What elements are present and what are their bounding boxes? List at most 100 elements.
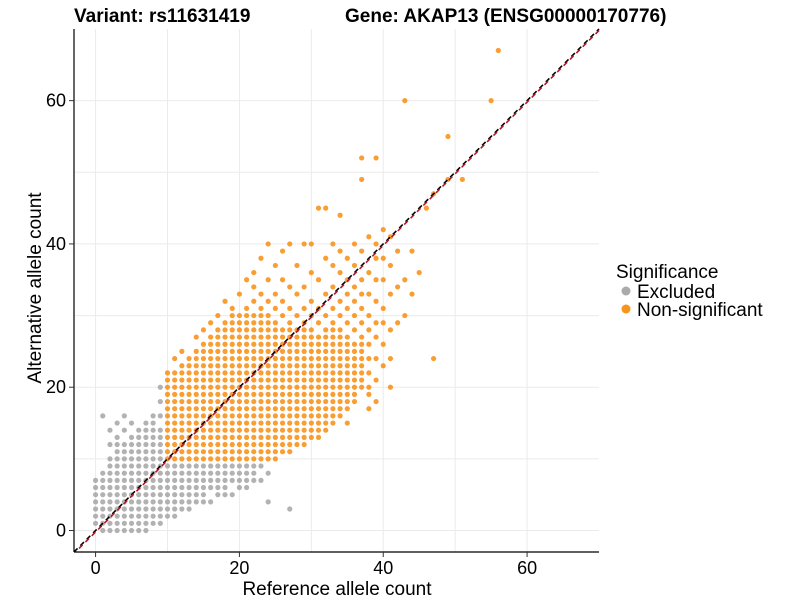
point-non-significant: [287, 434, 293, 440]
point-excluded: [179, 470, 185, 476]
point-non-significant: [344, 377, 350, 383]
point-excluded: [150, 513, 156, 519]
point-non-significant: [172, 384, 178, 390]
point-non-significant: [294, 348, 300, 354]
point-non-significant: [179, 363, 185, 369]
point-non-significant: [200, 434, 207, 440]
point-non-significant: [359, 334, 365, 340]
point-excluded: [208, 477, 214, 483]
point-non-significant: [251, 327, 257, 333]
point-excluded: [200, 470, 207, 476]
point-excluded: [92, 499, 99, 505]
point-excluded: [150, 477, 156, 483]
point-excluded: [136, 499, 142, 505]
point-non-significant: [193, 441, 199, 448]
point-excluded: [179, 492, 185, 498]
point-non-significant: [330, 363, 336, 369]
point-non-significant: [236, 420, 243, 426]
point-non-significant: [251, 348, 257, 354]
point-non-significant: [323, 348, 329, 354]
point-non-significant: [337, 327, 343, 333]
point-excluded: [128, 449, 135, 455]
point-non-significant: [287, 320, 293, 326]
point-non-significant: [301, 334, 307, 340]
point-non-significant: [330, 391, 336, 397]
point-non-significant: [236, 449, 243, 455]
point-non-significant: [308, 420, 314, 426]
point-non-significant: [387, 384, 394, 390]
point-non-significant: [359, 248, 365, 254]
point-non-significant: [287, 449, 293, 455]
point-non-significant: [215, 348, 221, 354]
point-excluded: [114, 492, 120, 498]
point-excluded: [136, 527, 142, 534]
point-non-significant: [200, 377, 207, 383]
point-non-significant: [229, 384, 235, 390]
point-excluded: [136, 470, 142, 476]
point-non-significant: [265, 298, 271, 304]
point-non-significant: [359, 176, 365, 183]
point-non-significant: [236, 441, 243, 448]
point-excluded: [200, 492, 207, 498]
point-excluded: [222, 463, 228, 469]
point-non-significant: [315, 377, 322, 383]
point-non-significant: [366, 406, 372, 412]
point-non-significant: [344, 320, 350, 326]
point-non-significant: [272, 384, 278, 390]
point-non-significant: [294, 441, 300, 448]
point-non-significant: [200, 363, 207, 369]
point-non-significant: [359, 341, 365, 347]
point-non-significant: [251, 427, 257, 433]
point-non-significant: [279, 427, 286, 433]
point-non-significant: [323, 384, 329, 390]
point-excluded: [179, 499, 185, 505]
point-non-significant: [251, 406, 257, 412]
point-non-significant: [315, 420, 322, 426]
point-non-significant: [279, 398, 286, 405]
point-non-significant: [186, 449, 192, 455]
point-excluded: [244, 484, 250, 491]
point-non-significant: [251, 384, 257, 390]
point-excluded: [172, 470, 178, 476]
point-non-significant: [380, 227, 386, 233]
point-excluded: [100, 499, 106, 505]
point-non-significant: [251, 441, 257, 448]
point-non-significant: [258, 255, 264, 261]
point-non-significant: [244, 384, 250, 390]
point-non-significant: [229, 370, 235, 376]
point-non-significant: [287, 355, 293, 362]
point-non-significant: [258, 312, 264, 319]
point-non-significant: [236, 320, 243, 326]
point-excluded: [143, 456, 149, 462]
point-non-significant: [272, 398, 278, 405]
point-non-significant: [344, 355, 350, 362]
point-non-significant: [287, 363, 293, 369]
point-non-significant: [244, 348, 250, 354]
point-excluded: [136, 492, 142, 498]
point-non-significant: [366, 341, 372, 347]
point-excluded: [121, 492, 127, 498]
point-non-significant: [215, 363, 221, 369]
point-non-significant: [193, 363, 199, 369]
point-non-significant: [200, 406, 207, 412]
point-non-significant: [373, 155, 379, 161]
point-non-significant: [351, 284, 358, 290]
point-non-significant: [272, 334, 278, 340]
point-non-significant: [208, 434, 214, 440]
point-non-significant: [301, 284, 307, 290]
point-non-significant: [387, 262, 394, 269]
point-non-significant: [330, 377, 336, 383]
point-excluded: [157, 441, 163, 448]
point-non-significant: [308, 427, 314, 433]
point-excluded: [236, 484, 243, 491]
point-excluded: [208, 470, 214, 476]
point-non-significant: [186, 377, 192, 383]
point-excluded: [157, 413, 163, 419]
point-non-significant: [294, 434, 300, 440]
point-non-significant: [287, 305, 293, 312]
point-excluded: [114, 449, 120, 455]
point-excluded: [107, 499, 113, 505]
point-non-significant: [222, 363, 228, 369]
point-non-significant: [294, 341, 300, 347]
point-non-significant: [265, 413, 271, 419]
